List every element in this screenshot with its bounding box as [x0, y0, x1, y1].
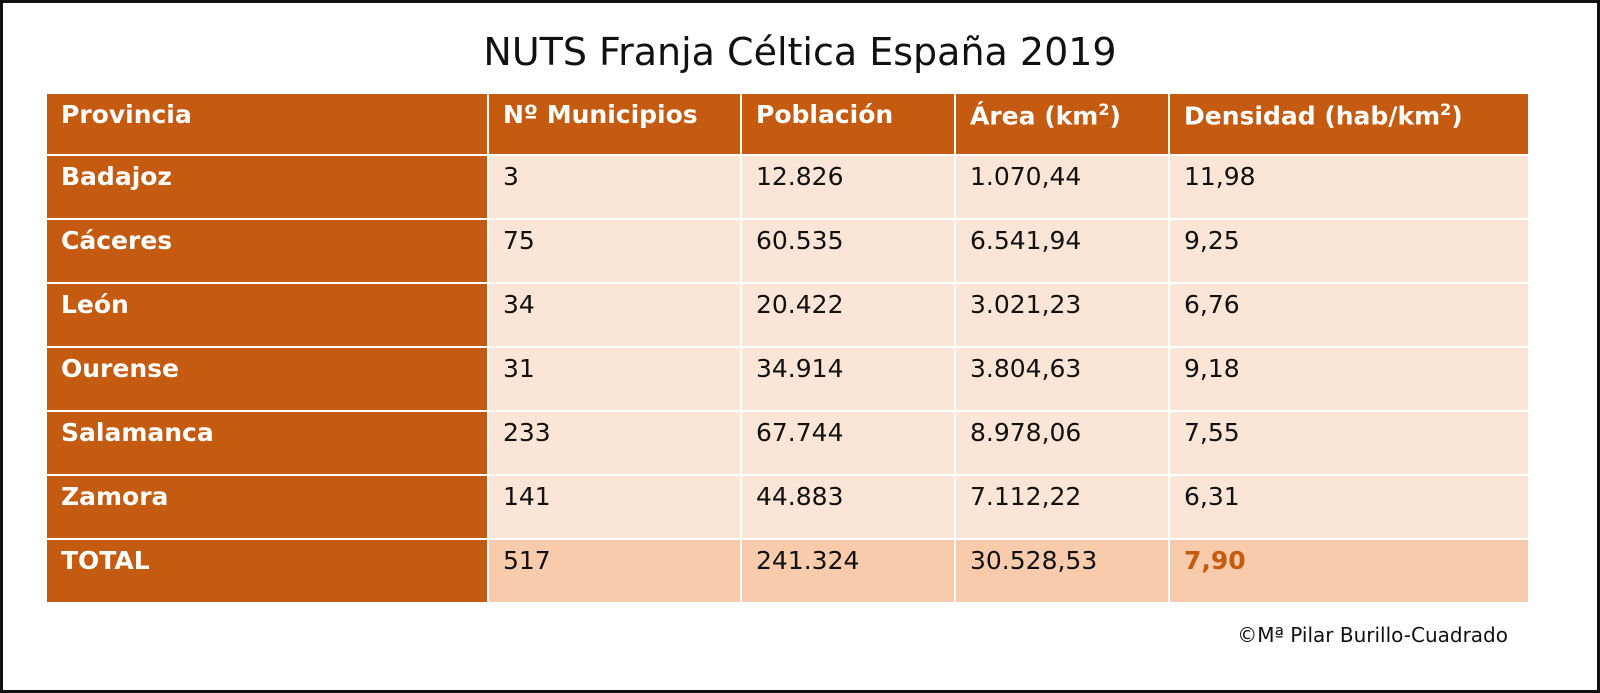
cell-poblacion: 44.883	[742, 476, 954, 538]
header-row: Provincia Nº Municipios Población Área (…	[47, 94, 1528, 154]
header-densidad: Densidad (hab/km2)	[1170, 94, 1528, 154]
cell-poblacion: 20.422	[742, 284, 954, 346]
cell-area: 6.541,94	[956, 220, 1168, 282]
cell-densidad: 9,25	[1170, 220, 1528, 282]
header-densidad-close: )	[1451, 101, 1463, 131]
cell-municipios: 3	[489, 156, 740, 218]
cell-provincia: Badajoz	[47, 156, 487, 218]
cell-area: 30.528,53	[956, 540, 1168, 602]
cell-poblacion: 67.744	[742, 412, 954, 474]
cell-densidad: 7,90	[1170, 540, 1528, 602]
cell-poblacion: 60.535	[742, 220, 954, 282]
data-table: Provincia Nº Municipios Población Área (…	[45, 92, 1530, 604]
table-row: Cáceres 75 60.535 6.541,94 9,25	[47, 220, 1528, 282]
cell-densidad: 6,76	[1170, 284, 1528, 346]
cell-municipios: 233	[489, 412, 740, 474]
cell-municipios: 517	[489, 540, 740, 602]
header-poblacion: Población	[742, 94, 954, 154]
cell-provincia: TOTAL	[47, 540, 487, 602]
total-row: TOTAL 517 241.324 30.528,53 7,90	[47, 540, 1528, 602]
cell-area: 7.112,22	[956, 476, 1168, 538]
cell-area: 3.021,23	[956, 284, 1168, 346]
header-area-text: Área (km	[970, 101, 1099, 131]
table-row: León 34 20.422 3.021,23 6,76	[47, 284, 1528, 346]
cell-municipios: 75	[489, 220, 740, 282]
cell-municipios: 141	[489, 476, 740, 538]
header-densidad-text: Densidad (hab/km	[1184, 101, 1441, 131]
table-row: Badajoz 3 12.826 1.070,44 11,98	[47, 156, 1528, 218]
cell-municipios: 31	[489, 348, 740, 410]
cell-area: 1.070,44	[956, 156, 1168, 218]
cell-provincia: Zamora	[47, 476, 487, 538]
cell-provincia: Salamanca	[47, 412, 487, 474]
cell-area: 8.978,06	[956, 412, 1168, 474]
cell-poblacion: 12.826	[742, 156, 954, 218]
cell-poblacion: 34.914	[742, 348, 954, 410]
cell-densidad: 9,18	[1170, 348, 1528, 410]
header-area-sup: 2	[1098, 100, 1110, 119]
header-densidad-sup: 2	[1440, 100, 1452, 119]
page-title: NUTS Franja Céltica España 2019	[483, 30, 1117, 74]
copyright-credit: ©Mª Pilar Burillo-Cuadrado	[1237, 623, 1508, 647]
table-row: Zamora 141 44.883 7.112,22 6,31	[47, 476, 1528, 538]
cell-municipios: 34	[489, 284, 740, 346]
cell-poblacion: 241.324	[742, 540, 954, 602]
cell-densidad: 6,31	[1170, 476, 1528, 538]
header-provincia: Provincia	[47, 94, 487, 154]
cell-densidad: 11,98	[1170, 156, 1528, 218]
cell-provincia: León	[47, 284, 487, 346]
header-area: Área (km2)	[956, 94, 1168, 154]
cell-area: 3.804,63	[956, 348, 1168, 410]
table-row: Salamanca 233 67.744 8.978,06 7,55	[47, 412, 1528, 474]
header-area-close: )	[1109, 101, 1121, 131]
table-row: Ourense 31 34.914 3.804,63 9,18	[47, 348, 1528, 410]
cell-provincia: Ourense	[47, 348, 487, 410]
header-municipios: Nº Municipios	[489, 94, 740, 154]
cell-densidad: 7,55	[1170, 412, 1528, 474]
cell-provincia: Cáceres	[47, 220, 487, 282]
